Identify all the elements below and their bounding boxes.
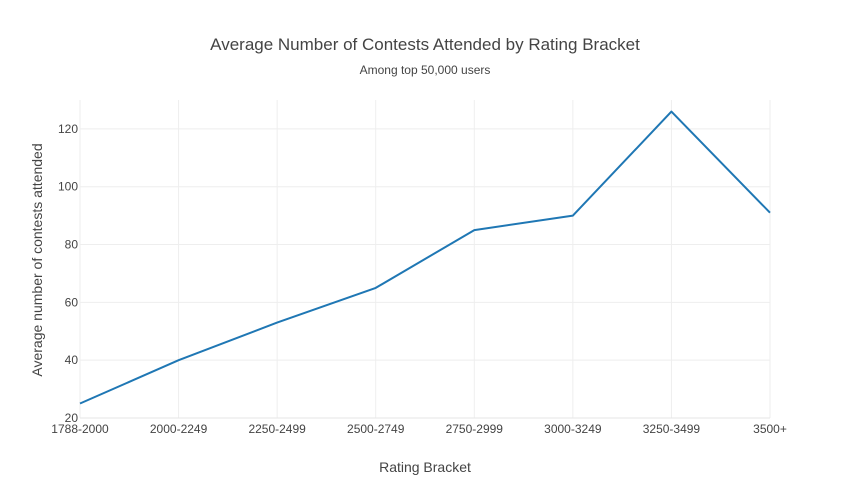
chart-title: Average Number of Contests Attended by R… xyxy=(210,35,640,54)
x-axis-title: Rating Bracket xyxy=(379,459,471,475)
x-tick-label: 2000-2249 xyxy=(150,422,208,436)
x-tick-label: 2500-2749 xyxy=(347,422,405,436)
x-axis-ticks: 1788-2000 2000-2249 2250-2499 2500-2749 2750… xyxy=(51,422,787,436)
y-axis-ticks: 20 40 60 80 100 120 xyxy=(58,122,78,425)
x-tick-label: 2750-2999 xyxy=(446,422,504,436)
y-tick-label: 20 xyxy=(65,411,79,425)
x-tick-label: 3500+ xyxy=(753,422,787,436)
x-tick-label: 1788-2000 xyxy=(51,422,109,436)
y-tick-label: 40 xyxy=(65,353,79,367)
x-tick-label: 3000-3249 xyxy=(544,422,602,436)
series-layer xyxy=(79,110,771,405)
series-line xyxy=(79,110,771,405)
chart-subtitle: Among top 50,000 users xyxy=(360,63,491,77)
y-tick-label: 100 xyxy=(58,180,78,194)
x-tick-label: 3250-3499 xyxy=(643,422,701,436)
y-tick-label: 120 xyxy=(58,122,78,136)
y-tick-label: 60 xyxy=(65,295,79,309)
y-tick-label: 80 xyxy=(65,238,79,252)
x-tick-label: 2250-2499 xyxy=(248,422,306,436)
y-axis-title: Average number of contests attended xyxy=(29,143,45,376)
